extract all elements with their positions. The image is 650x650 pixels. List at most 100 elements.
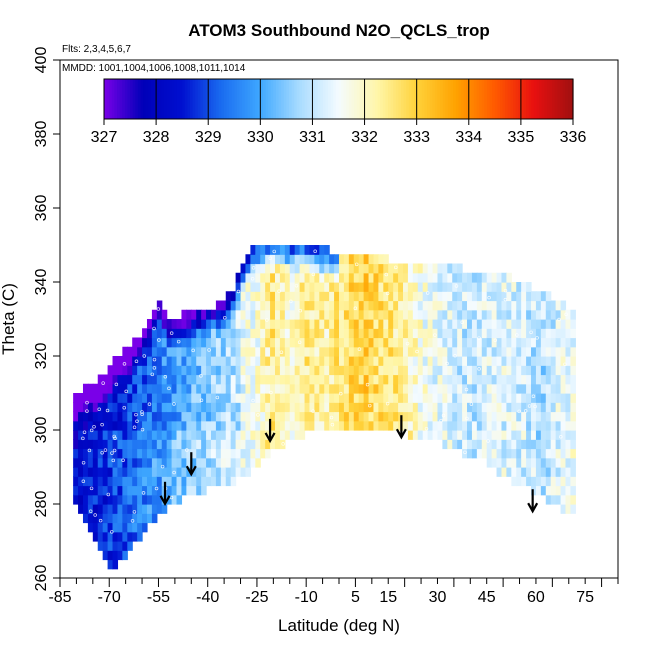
heatmap-cell	[501, 430, 507, 440]
heatmap-cell	[112, 550, 119, 561]
heatmap-cell	[186, 448, 192, 459]
heatmap-cell	[496, 272, 503, 283]
heatmap-cell	[270, 411, 276, 422]
heatmap-cell	[560, 309, 567, 320]
sample-point	[279, 350, 284, 354]
heatmap-cell	[82, 504, 89, 514]
heatmap-cell	[570, 365, 576, 376]
heatmap-cell	[467, 383, 473, 394]
heatmap-cell	[255, 402, 261, 413]
heatmap-cell	[506, 430, 512, 440]
heatmap-cell	[324, 282, 330, 292]
heatmap-cell	[427, 346, 434, 357]
heatmap-cell	[240, 448, 247, 459]
heatmap-cell	[309, 319, 315, 329]
heatmap-cell	[289, 411, 296, 422]
sample-point	[135, 419, 139, 424]
heatmap-cell	[299, 411, 306, 422]
heatmap-cell	[270, 393, 276, 403]
colorbar-segment	[434, 79, 439, 119]
heatmap-cell	[265, 402, 271, 413]
heatmap-cell	[506, 383, 512, 394]
heatmap-cell	[215, 402, 222, 413]
heatmap-cell	[324, 245, 330, 255]
colorbar-segment	[247, 79, 251, 119]
colorbar-segment	[476, 79, 480, 119]
heatmap-cell	[398, 337, 404, 348]
heatmap-cell	[151, 439, 158, 450]
colorbar-segment	[302, 79, 306, 119]
heatmap-cell	[279, 309, 286, 320]
heatmap-cell	[511, 411, 517, 422]
colorbar-segment	[317, 79, 321, 119]
heatmap-cell	[319, 300, 325, 311]
heatmap-cell	[319, 282, 325, 292]
heatmap-cell	[132, 411, 138, 422]
heatmap-cell	[82, 467, 89, 477]
heatmap-cell	[166, 439, 173, 450]
heatmap-cell	[506, 291, 512, 302]
sample-point	[103, 448, 108, 452]
heatmap-cell	[565, 457, 571, 468]
heatmap-cell	[127, 541, 133, 551]
heatmap-cell	[373, 272, 379, 283]
heatmap-cell	[339, 263, 345, 274]
heatmap-cell	[363, 282, 370, 292]
heatmap-cell	[186, 356, 192, 366]
colorbar-segment	[513, 79, 517, 119]
heatmap-cell	[511, 393, 517, 403]
heatmap-cell	[196, 356, 202, 366]
heatmap-cell	[555, 439, 562, 450]
colorbar-segment	[320, 79, 324, 119]
heatmap-cell	[206, 383, 212, 394]
heatmap-cell	[501, 337, 507, 348]
arrow-head	[185, 465, 197, 477]
heatmap-cell	[245, 467, 251, 477]
heatmap-cell	[407, 282, 414, 292]
heatmap-cell	[535, 328, 542, 339]
heatmap-cell	[309, 337, 315, 348]
heatmap-cell	[324, 393, 330, 403]
heatmap-cell	[186, 485, 192, 496]
heatmap-cell	[550, 328, 557, 339]
colorbar-segment	[539, 79, 543, 119]
heatmap-cell	[279, 420, 286, 431]
heatmap-cell	[319, 411, 325, 422]
heatmap-cell	[201, 393, 207, 403]
heatmap-cell	[309, 300, 315, 311]
heatmap-cell	[151, 448, 158, 459]
colorbar-segment	[401, 79, 405, 119]
heatmap-cell	[191, 309, 197, 320]
heatmap-cell	[550, 383, 557, 394]
heatmap-cell	[407, 374, 414, 385]
downward-arrow	[395, 415, 407, 440]
heatmap-cell	[265, 337, 271, 348]
heatmap-cell	[255, 254, 261, 265]
heatmap-cell	[176, 356, 183, 366]
heatmap-cell	[555, 374, 562, 385]
heatmap-cell	[378, 346, 384, 357]
heatmap-cell	[516, 393, 522, 403]
heatmap-cell	[334, 393, 340, 403]
heatmap-cell	[506, 300, 512, 311]
heatmap-cell	[196, 319, 202, 329]
heatmap-cell	[176, 448, 183, 459]
colorbar-tick-label: 327	[91, 129, 118, 146]
heatmap-cell	[220, 346, 227, 357]
heatmap-cell	[526, 282, 532, 292]
heatmap-cell	[358, 272, 365, 283]
heatmap-cell	[255, 448, 261, 459]
heatmap-cell	[97, 411, 104, 422]
heatmap-cell	[403, 263, 409, 274]
heatmap-cell	[565, 504, 571, 514]
heatmap-cell	[161, 430, 168, 440]
heatmap-cell	[176, 393, 183, 403]
heatmap-cell	[412, 272, 419, 283]
heatmap-cell	[206, 356, 212, 366]
heatmap-cell	[339, 356, 345, 366]
heatmap-cell	[437, 337, 443, 348]
heatmap-cell	[156, 476, 163, 487]
heatmap-cell	[191, 411, 197, 422]
heatmap-cell	[471, 328, 478, 339]
heatmap-cell	[343, 393, 350, 403]
